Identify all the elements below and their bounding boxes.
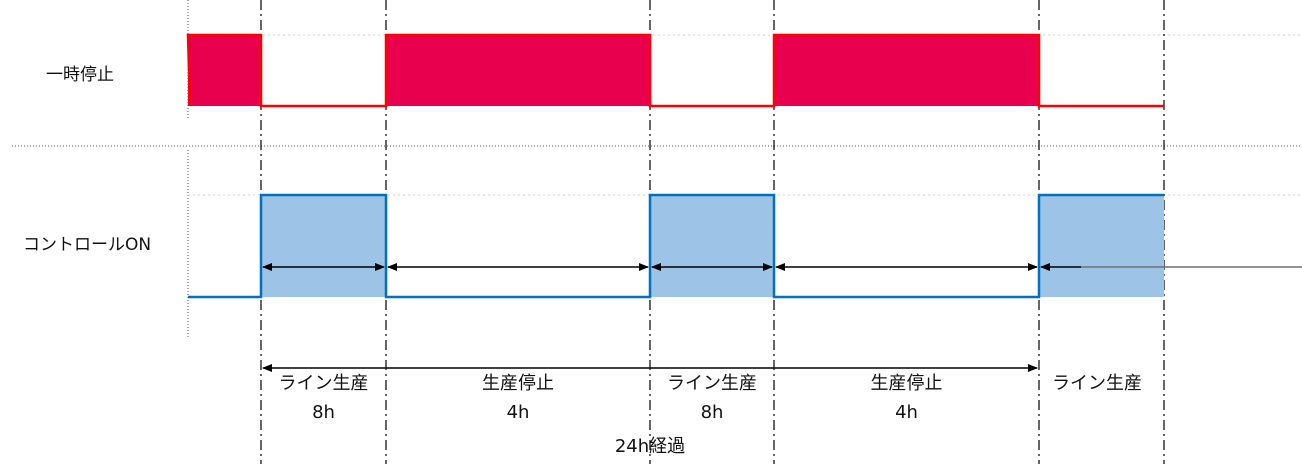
span-indicator: 24h経過 [262, 364, 1038, 457]
segment-duration-5: 4h [895, 402, 918, 423]
segment-labels: ライン生産 8h 生産停止 4h ライン生産 8h 生産停止 4h ライン生産 [279, 373, 1143, 423]
segment-title-6: ライン生産 [1052, 373, 1142, 394]
segment-duration-4: 8h [701, 402, 724, 423]
segment-duration-3: 4h [507, 402, 530, 423]
segment-title-4: ライン生産 [667, 373, 757, 394]
pause-signal [186, 33, 1164, 108]
segment-title-3: 生産停止 [482, 373, 554, 394]
span-label: 24h経過 [615, 436, 685, 457]
control-row-label: コントロールON [23, 235, 151, 255]
control-signal-line [188, 193, 1164, 299]
control-signal [188, 193, 1164, 299]
pause-row-label: 一時停止 [46, 65, 114, 85]
pause-signal-line [186, 33, 1164, 108]
control-block-6 [1039, 195, 1164, 297]
pause-block-5 [774, 35, 1039, 106]
segment-title-2: ライン生産 [279, 373, 369, 394]
pause-block-3 [386, 35, 650, 106]
control-block-4 [650, 195, 774, 297]
control-block-2 [261, 195, 386, 297]
pause-block-1 [188, 35, 261, 106]
segment-title-5: 生産停止 [871, 373, 943, 394]
segment-duration-2: 8h [312, 402, 335, 423]
